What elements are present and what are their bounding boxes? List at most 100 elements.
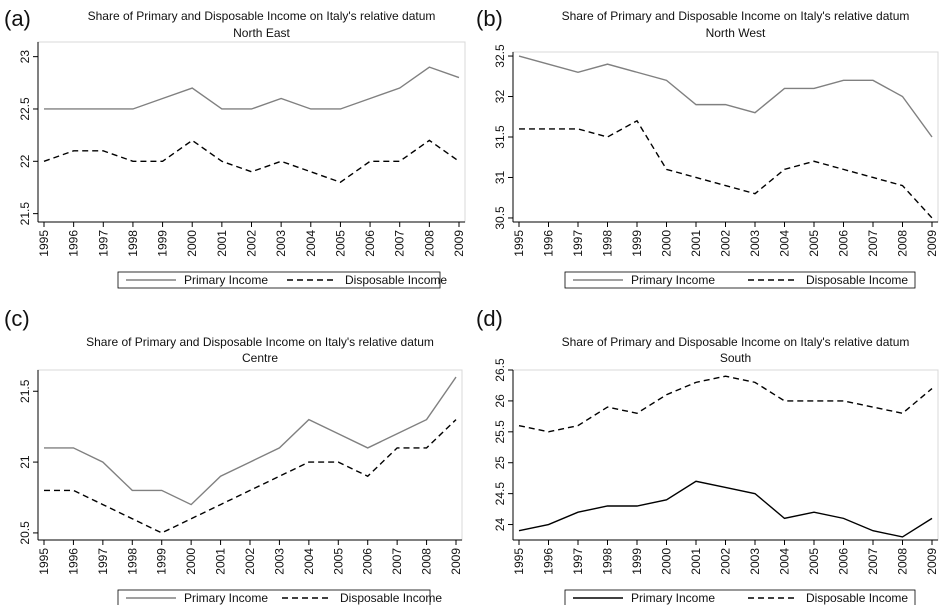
chart-title: Share of Primary and Disposable Income o… <box>86 335 434 349</box>
panel-label: (c) <box>4 306 30 331</box>
x-tick-label: 1999 <box>630 230 644 257</box>
x-tick-label: 1995 <box>37 230 51 257</box>
panel-label: (d) <box>476 306 503 331</box>
x-tick-label: 2001 <box>215 230 229 257</box>
y-tick-label: 23 <box>18 50 32 64</box>
x-tick-label: 1997 <box>571 230 585 257</box>
y-tick-label: 22.5 <box>18 97 32 121</box>
y-tick-label: 26 <box>493 394 507 408</box>
x-tick-label: 2008 <box>420 548 434 575</box>
y-tick-label: 26.5 <box>493 358 507 382</box>
y-tick-label: 32 <box>493 90 507 104</box>
x-tick-label: 2009 <box>449 548 463 575</box>
x-tick-label: 2003 <box>748 230 762 257</box>
x-tick-label: 1998 <box>601 548 615 575</box>
legend-label: Disposable Income <box>345 273 447 287</box>
series-line <box>519 119 933 219</box>
plot-frame <box>37 41 466 223</box>
x-tick-label: 2006 <box>837 548 851 575</box>
x-tick-label: 2002 <box>245 230 259 257</box>
x-tick-label: 2005 <box>807 230 821 257</box>
x-tick-label: 2008 <box>896 230 910 257</box>
series-line <box>44 376 457 506</box>
x-tick-label: 2000 <box>184 548 198 575</box>
x-tick-label: 2004 <box>302 548 316 575</box>
x-tick-label: 2002 <box>719 230 733 257</box>
x-tick-label: 1996 <box>67 230 81 257</box>
y-tick-label: 21 <box>18 455 32 469</box>
x-tick-label: 2000 <box>660 230 674 257</box>
legend-box <box>117 589 431 605</box>
plot-frame <box>512 369 939 541</box>
x-tick-label: 2000 <box>185 230 199 257</box>
x-tick-label: 1996 <box>542 548 556 575</box>
x-tick-label: 2000 <box>660 548 674 575</box>
y-tick-label: 25 <box>493 456 507 470</box>
x-tick-label: 1998 <box>601 230 615 257</box>
panel-label: (b) <box>476 6 503 31</box>
x-tick-label: 2004 <box>778 230 792 257</box>
x-tick-label: 1995 <box>37 548 51 575</box>
y-tick-label: 22 <box>18 154 32 168</box>
x-tick-label: 2002 <box>243 548 257 575</box>
x-tick-label: 2001 <box>214 548 228 575</box>
panel-label: (a) <box>4 6 31 31</box>
x-tick-label: 2001 <box>689 548 703 575</box>
panel: (d) Share of Primary and Disposable Incom… <box>476 306 939 605</box>
x-tick-label: 2009 <box>452 230 466 257</box>
legend-label: Disposable Income <box>806 273 908 287</box>
x-tick-label: 2006 <box>363 230 377 257</box>
x-tick-label: 1995 <box>512 230 526 257</box>
chart-subtitle: North West <box>706 26 766 40</box>
series-line <box>518 55 933 138</box>
x-tick-label: 2009 <box>925 548 939 575</box>
chart-subtitle: North East <box>233 26 290 40</box>
x-tick-label: 2003 <box>748 548 762 575</box>
series-line <box>518 480 933 538</box>
y-tick-label: 20.5 <box>18 521 32 545</box>
x-tick-label: 2005 <box>333 230 347 257</box>
x-tick-label: 2007 <box>866 548 880 575</box>
x-tick-label: 2007 <box>866 230 880 257</box>
x-tick-label: 2002 <box>719 548 733 575</box>
panel: (b) Share of Primary and Disposable Incom… <box>476 6 939 289</box>
chart-subtitle: South <box>720 351 751 365</box>
x-tick-label: 2006 <box>837 230 851 257</box>
x-tick-label: 1998 <box>126 230 140 257</box>
y-tick-label: 21.5 <box>18 202 32 226</box>
series-line <box>43 139 460 184</box>
x-tick-label: 2009 <box>925 230 939 257</box>
chart-title: Share of Primary and Disposable Income o… <box>562 9 910 23</box>
chart-title: Share of Primary and Disposable Income o… <box>88 9 436 23</box>
y-tick-label: 30.5 <box>493 206 507 230</box>
x-tick-label: 2008 <box>896 548 910 575</box>
y-tick-label: 31 <box>493 170 507 184</box>
y-tick-label: 31.5 <box>493 125 507 149</box>
plot-frame <box>512 51 939 223</box>
y-tick-label: 25.5 <box>493 420 507 444</box>
y-tick-label: 21.5 <box>18 379 32 403</box>
panel: (c) Share of Primary and Disposable Incom… <box>4 306 463 605</box>
x-tick-label: 1999 <box>630 548 644 575</box>
x-tick-label: 2008 <box>422 230 436 257</box>
x-tick-label: 2006 <box>361 548 375 575</box>
legend-label: Primary Income <box>631 273 715 287</box>
x-tick-label: 2003 <box>274 230 288 257</box>
series-line <box>44 419 457 534</box>
x-tick-label: 2003 <box>272 548 286 575</box>
x-tick-label: 1999 <box>155 548 169 575</box>
series-line <box>44 66 460 110</box>
legend-box <box>564 589 916 605</box>
x-tick-label: 2007 <box>390 548 404 575</box>
y-tick-label: 24 <box>493 518 507 532</box>
plot-frame <box>37 369 463 541</box>
x-tick-label: 2005 <box>807 548 821 575</box>
x-tick-label: 2007 <box>393 230 407 257</box>
x-tick-label: 2004 <box>778 548 792 575</box>
legend-label: Primary Income <box>631 591 715 605</box>
series-line <box>518 375 933 433</box>
x-tick-label: 1997 <box>571 548 585 575</box>
x-tick-label: 1997 <box>96 548 110 575</box>
